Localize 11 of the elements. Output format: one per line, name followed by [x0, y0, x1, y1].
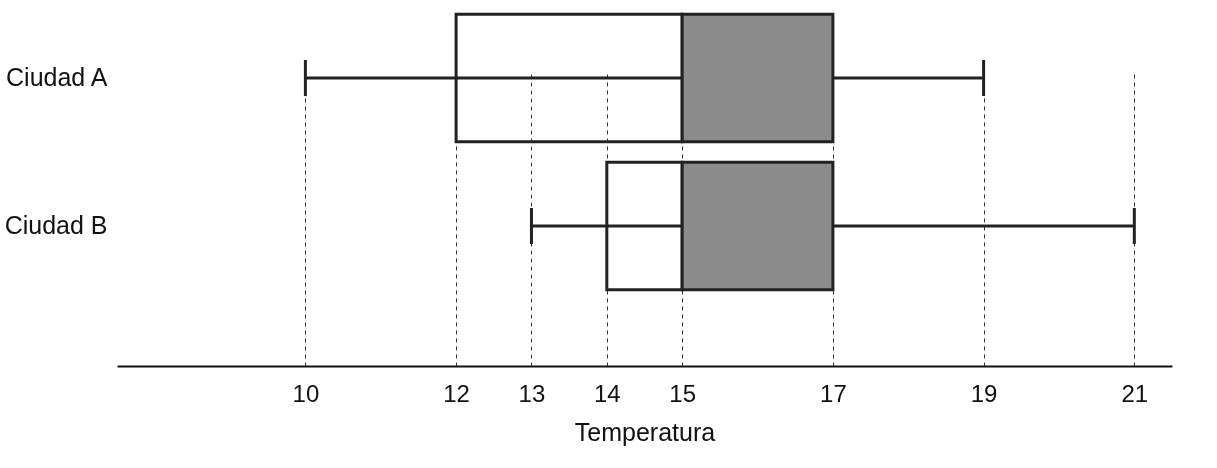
x-tick-label: 19 [970, 379, 998, 407]
x-tick-label: 13 [518, 379, 546, 407]
y-tick-label: Ciudad B [4, 211, 108, 239]
x-axis-title: Temperatura [574, 417, 716, 446]
x-tick-label: 17 [820, 379, 847, 407]
y-tick-label: Ciudad A [6, 63, 108, 91]
x-tick-label: 10 [292, 379, 320, 407]
x-tick-label: 15 [669, 379, 697, 407]
x-tick-label: 12 [443, 379, 470, 407]
x-tick-label: 21 [1121, 379, 1149, 407]
x-tick-label: 14 [593, 379, 621, 407]
